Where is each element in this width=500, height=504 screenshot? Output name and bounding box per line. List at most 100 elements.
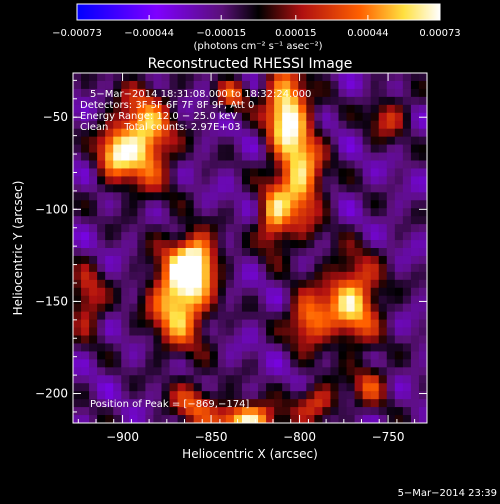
heatmap-cell — [314, 319, 323, 328]
heatmap-cell — [378, 224, 388, 233]
heatmap-cell — [354, 216, 364, 225]
heatmap-cell — [145, 73, 154, 82]
heatmap-cell — [129, 295, 138, 305]
heatmap-cell — [137, 80, 146, 90]
heatmap-cell — [258, 319, 267, 328]
heatmap-cell — [217, 160, 227, 169]
heatmap-cell — [89, 327, 98, 336]
heatmap-cell — [185, 383, 195, 392]
heatmap-cell — [250, 73, 259, 82]
heatmap-cell — [314, 407, 323, 416]
heatmap-cell — [121, 327, 130, 336]
heatmap-cell — [250, 80, 259, 90]
heatmap-cell — [137, 200, 146, 209]
heatmap-cell — [145, 96, 154, 106]
heatmap-cell — [290, 255, 299, 265]
heatmap-cell — [81, 295, 90, 305]
heatmap-cell — [153, 120, 162, 130]
heatmap-cell — [290, 152, 299, 161]
heatmap-cell — [346, 295, 355, 305]
heatmap-cell — [418, 224, 428, 233]
heatmap-cell — [185, 144, 195, 153]
heatmap-cell — [258, 359, 267, 368]
heatmap-cell — [161, 327, 170, 336]
heatmap-cell — [161, 415, 170, 424]
heatmap-cell — [274, 311, 283, 320]
heatmap-cell — [89, 88, 98, 98]
heatmap-cell — [161, 271, 170, 281]
heatmap-cell — [97, 263, 106, 273]
heatmap-cell — [145, 120, 154, 130]
heatmap-cell — [282, 367, 291, 376]
heatmap-cell — [322, 248, 331, 257]
heatmap-cell — [81, 375, 90, 384]
y-axis-ticks: −50−100−150−200 — [35, 79, 427, 413]
heatmap-cell — [330, 287, 339, 297]
heatmap-cell — [153, 367, 162, 376]
heatmap-cell — [113, 255, 122, 265]
heatmap-cell — [201, 144, 211, 153]
heatmap-cell — [81, 232, 90, 241]
heatmap-cell — [386, 367, 396, 376]
heatmap-cell — [201, 160, 211, 169]
heatmap-cell — [81, 343, 90, 352]
heatmap-cell — [330, 279, 339, 289]
heatmap-cell — [241, 415, 251, 424]
heatmap-cell — [217, 120, 227, 130]
heatmap-cell — [217, 295, 227, 305]
heatmap-cell — [250, 112, 259, 122]
heatmap-cell — [370, 255, 380, 265]
heatmap-cell — [153, 184, 162, 193]
heatmap-cell — [258, 335, 267, 344]
heatmap-cell — [322, 176, 331, 185]
heatmap-cell — [402, 168, 412, 177]
heatmap-cell — [370, 200, 380, 209]
heatmap-cell — [225, 335, 235, 344]
heatmap-cell — [209, 152, 219, 161]
heatmap-cell — [258, 311, 267, 320]
heatmap-cell — [129, 287, 138, 297]
heatmap-cell — [145, 112, 154, 122]
heatmap-cell — [346, 176, 355, 185]
heatmap-cell — [73, 343, 82, 352]
heatmap-cell — [193, 319, 203, 328]
heatmap-cell — [418, 96, 428, 106]
heatmap-cell — [378, 232, 388, 241]
heatmap-cell — [394, 287, 404, 297]
heatmap-cell — [241, 279, 251, 289]
heatmap-cell — [290, 96, 299, 106]
heatmap-cell — [153, 255, 162, 265]
heatmap-cell — [161, 176, 170, 185]
heatmap-cell — [266, 335, 275, 344]
heatmap-cell — [73, 295, 82, 305]
heatmap-cell — [266, 415, 275, 424]
heatmap-cell — [394, 303, 404, 313]
heatmap-cell — [193, 248, 203, 257]
heatmap-cell — [129, 248, 138, 257]
heatmap-cell — [298, 216, 307, 225]
heatmap-cell — [209, 136, 219, 145]
heatmap-cell — [201, 136, 211, 145]
heatmap-cell — [362, 367, 372, 376]
heatmap-cell — [410, 136, 420, 145]
heatmap-cell — [201, 375, 211, 384]
heatmap-cell — [322, 224, 331, 233]
heatmap-cell — [89, 128, 98, 138]
heatmap-cell — [145, 88, 154, 98]
heatmap-cell — [129, 168, 138, 177]
heatmap-cell — [346, 216, 355, 225]
heatmap-cell — [225, 240, 235, 249]
heatmap-cell — [185, 343, 195, 352]
heatmap-cell — [177, 73, 187, 82]
heatmap-cell — [177, 152, 187, 161]
heatmap-cell — [386, 255, 396, 265]
heatmap-cell — [378, 375, 388, 384]
heatmap-cell — [314, 359, 323, 368]
heatmap-cell — [378, 327, 388, 336]
heatmap-cell — [410, 407, 420, 416]
heatmap-cell — [298, 232, 307, 241]
heatmap-cell — [241, 232, 251, 241]
heatmap-cell — [97, 80, 106, 90]
heatmap-cell — [306, 255, 315, 265]
heatmap-cell — [137, 73, 146, 82]
